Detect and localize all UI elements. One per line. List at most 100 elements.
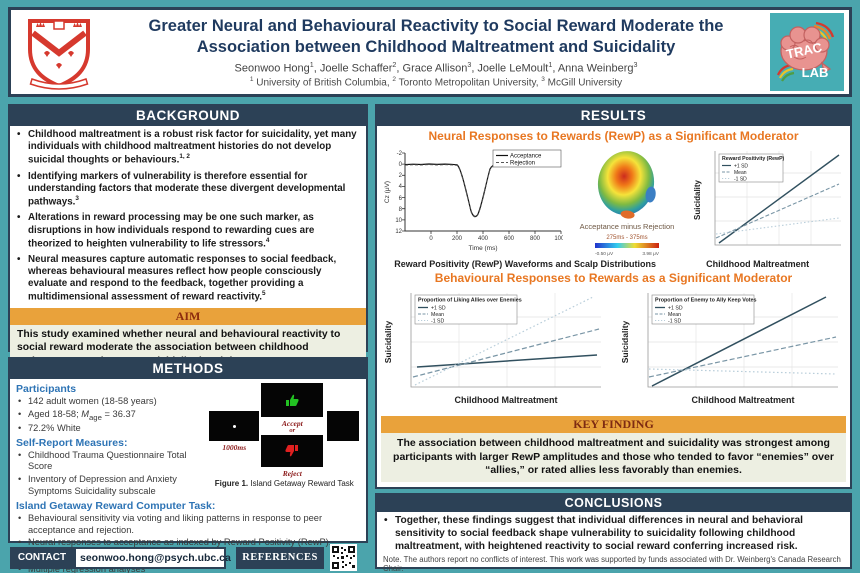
erp-ytick: 2: [399, 173, 403, 179]
citation-ref: 4: [265, 236, 270, 244]
erp-legend-rejection: Rejection: [510, 161, 535, 167]
background-bullet-1: Childhood maltreatment is a robust risk …: [14, 129, 360, 167]
timing-label: 1000ms: [222, 443, 247, 452]
header-panel: Greater Neural and Behavioural Reactivit…: [8, 7, 852, 97]
neural-figures-row: -2 0 2 4 6 8 10 12 0 200 400 600 8: [381, 145, 846, 259]
rewp-waveform-chart: -2 0 2 4 6 8 10 12 0 200 400 600 8: [384, 149, 563, 252]
self-report-heading: Self-Report Measures:: [16, 436, 128, 449]
liking-moderation-chart: Proportion of Liking Allies over Enemies…: [383, 293, 601, 405]
author-sup: 3: [633, 61, 638, 70]
scalp-topography: Acceptance minus Rejection 275ms - 375ms…: [580, 151, 675, 257]
methods-panel: METHODS Participants 142 adult women (18…: [8, 357, 368, 573]
age-var: M: [81, 408, 89, 419]
topography-window: 275ms - 375ms: [606, 235, 647, 241]
background-header: BACKGROUND: [10, 106, 366, 126]
methods-body: Participants 142 adult women (18-58 year…: [10, 379, 366, 573]
erp-legend-acceptance: Acceptance: [510, 154, 542, 160]
author-sup: 1: [309, 61, 314, 70]
conclusions-header: CONCLUSIONS: [377, 495, 850, 512]
affil-sup: 2: [392, 76, 397, 84]
self-report-bullet: Inventory of Depression and Anxiety Symp…: [16, 474, 209, 497]
methods-header: METHODS: [10, 359, 366, 379]
erp-ytick: -2: [397, 151, 403, 157]
results-panel: RESULTS Neural Responses to Rewards (Rew…: [375, 104, 852, 489]
trac-lab-logo: TRAC LAB: [770, 13, 844, 91]
results-header: RESULTS: [377, 106, 850, 126]
liking-plus1sd-line: [416, 354, 598, 368]
erp-ytick: 8: [399, 207, 403, 213]
erp-ytick: 0: [399, 162, 403, 168]
behavioural-subtitle: Behavioural Responses to Rewards as a Si…: [434, 271, 793, 285]
erp-ytick: 4: [399, 184, 403, 190]
task-heading: Island Getaway Reward Computer Task:: [16, 500, 216, 513]
bullet-text: Neural measures capture automatic respon…: [28, 254, 337, 303]
rewp-ylabel: Suicidality: [693, 179, 702, 220]
bullet-text: Identifying markers of vulnerability is …: [28, 170, 346, 208]
rewp-moderation-chart: Reward Positivity (RewP) +1 SD Mean -1 S…: [693, 151, 841, 246]
liking-legend-mean: Mean: [431, 312, 444, 318]
colorbar-max-label: 3.98 μV: [642, 251, 659, 257]
liking-legend-minus1sd: -1 SD: [431, 319, 445, 325]
author: Seonwoo Hong: [234, 63, 310, 76]
task-bullet: Behavioural sensitivity via voting and l…: [16, 513, 360, 536]
conclusions-panel: CONCLUSIONS Together, these findings sug…: [375, 493, 852, 573]
votes-legend-title: Proportion of Enemy to Ally Keep Votes: [655, 298, 757, 304]
thumb-down-icon: [285, 445, 299, 457]
methods-figure-column: 1000ms Accept or R: [209, 381, 360, 498]
erp-xtick: 200: [452, 236, 463, 242]
liking-mean-line: [412, 328, 600, 378]
contact-email: seonwoo.hong@psych.ubc.ca: [74, 547, 231, 569]
topography-caption: Acceptance minus Rejection: [580, 222, 675, 231]
contact-label: CONTACT: [10, 547, 74, 569]
affiliations-line: 1 University of British Columbia, 2 Toro…: [102, 76, 770, 88]
background-bullet-4: Neural measures capture automatic respon…: [14, 254, 360, 304]
results-body: Neural Responses to Rewards (RewP) as a …: [377, 126, 850, 483]
age-sub: age: [89, 412, 102, 422]
trac-lab-text-lab: LAB: [802, 65, 829, 80]
author: , Grace Allison: [396, 63, 468, 76]
key-finding-text: The association between childhood maltre…: [381, 433, 846, 482]
behavioural-figures-row: Proportion of Liking Allies over Enemies…: [381, 287, 846, 413]
thumb-up-icon: [286, 394, 299, 406]
waveforms-caption: Reward Positivity (RewP) Waveforms and S…: [394, 259, 657, 269]
votes-minus1sd-line: [648, 368, 837, 375]
age-text: Aged 18-58;: [28, 408, 82, 419]
figure1-caption-bold: Figure 1.: [214, 479, 249, 488]
background-panel: BACKGROUND Childhood maltreatment is a r…: [8, 104, 368, 372]
key-finding-header: KEY FINDING: [381, 416, 846, 433]
rewp-legend-mean: Mean: [734, 170, 747, 176]
self-report-bullet: Childhood Trauma Questionnaire Total Sco…: [16, 450, 209, 473]
author: , Anna Weinberg: [552, 63, 634, 76]
rewp-legend-minus1sd: -1 SD: [734, 177, 747, 183]
figure1-caption-text: Island Getaway Reward Task: [248, 479, 354, 488]
authors-line: Seonwoo Hong1, Joelle Schaffer2, Grace A…: [102, 61, 770, 75]
methods-left-column: Participants 142 adult women (18-58 year…: [16, 381, 209, 498]
erp-xtick: 400: [478, 236, 489, 242]
background-bullet-2: Identifying markers of vulnerability is …: [14, 171, 360, 209]
erp-ytick: 6: [399, 196, 403, 202]
erp-xlabel: Time (ms): [468, 245, 497, 252]
bullet-text: Alterations in reward processing may be …: [28, 212, 315, 249]
figure1-caption: Figure 1. Island Getaway Reward Task: [209, 479, 360, 488]
accept-screen: [261, 383, 324, 417]
colorbar-min-label: -0.50 μV: [595, 251, 614, 257]
topography-head: [597, 151, 655, 215]
liking-xlabel: Childhood Maltreatment: [455, 395, 558, 405]
mcgill-crest-logo: [16, 13, 102, 91]
author-sup: 3: [467, 61, 472, 70]
author-sup: 2: [392, 61, 397, 70]
bullet-text: Childhood maltreatment is a robust risk …: [28, 129, 357, 166]
citation-ref: 3: [75, 194, 79, 202]
qr-code: [330, 544, 357, 571]
votes-legend-mean: Mean: [668, 312, 681, 318]
votes-plus1sd-line: [651, 296, 827, 387]
neural-subtitle: Neural Responses to Rewards (RewP) as a …: [428, 129, 799, 143]
accept-label: Accept: [281, 419, 303, 428]
citation-ref: 5: [261, 290, 266, 298]
affil-sup: 3: [541, 76, 545, 84]
rewp-xlabel: Childhood Maltreatment: [706, 259, 810, 269]
participants-heading: Participants: [16, 383, 77, 395]
conclusions-bullet: Together, these findings suggest that in…: [381, 515, 844, 553]
affil: University of British Columbia,: [253, 77, 393, 89]
